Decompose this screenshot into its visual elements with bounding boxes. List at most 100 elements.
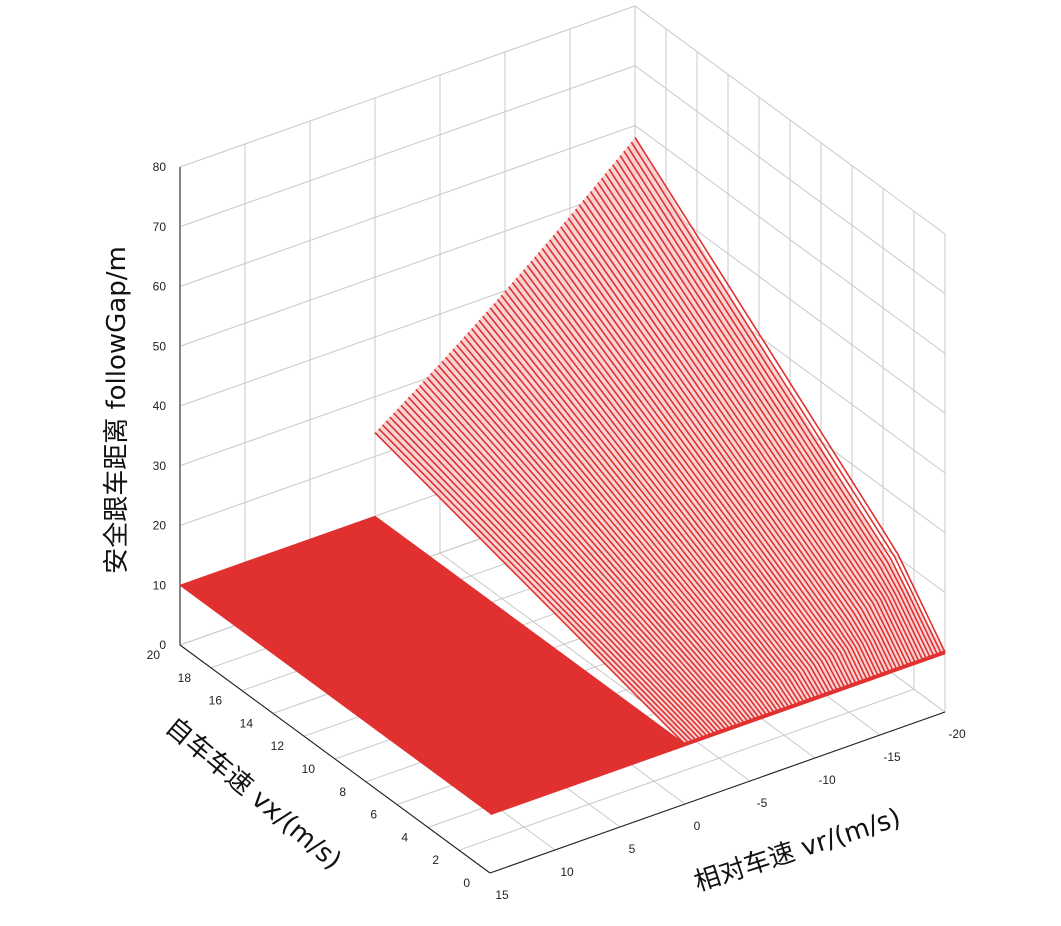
surface-mesh-line bbox=[407, 396, 720, 733]
y-tick-label: 15 bbox=[495, 888, 509, 902]
surface-mesh-line bbox=[482, 315, 794, 707]
surface-mesh-line bbox=[496, 298, 809, 702]
surface-mesh-line bbox=[378, 428, 690, 744]
wall-grid-line bbox=[634, 125, 946, 354]
surface-mesh-line bbox=[478, 319, 790, 708]
surface-mesh-line bbox=[452, 348, 764, 718]
surface-mesh-line bbox=[411, 392, 723, 732]
surface-mesh-line bbox=[519, 273, 831, 694]
surface-mesh-line bbox=[400, 404, 712, 736]
surface-mesh-line bbox=[545, 243, 857, 685]
surface-mesh-line bbox=[615, 159, 928, 660]
x-tick-label: 8 bbox=[339, 785, 346, 799]
surface-mesh-line bbox=[385, 420, 697, 741]
axes-frame bbox=[179, 167, 946, 874]
surface-mesh-line bbox=[444, 356, 757, 720]
wall-grid-line bbox=[179, 125, 636, 287]
surface-mesh-line bbox=[474, 323, 786, 710]
surface-mesh-line bbox=[522, 269, 835, 693]
surface-mesh-line bbox=[526, 265, 838, 691]
wall-grid-line bbox=[179, 184, 636, 347]
y-tick-label: 5 bbox=[629, 842, 636, 856]
surface-mesh-line bbox=[381, 424, 694, 743]
surface-mesh-line bbox=[415, 388, 727, 731]
x-tick-label: 12 bbox=[271, 739, 285, 753]
y-axis-line bbox=[489, 711, 946, 874]
surface-mesh-line bbox=[515, 277, 827, 695]
surface-mesh-line bbox=[511, 282, 824, 697]
surface-mesh-line bbox=[426, 376, 738, 727]
surface-mesh-line bbox=[593, 186, 905, 668]
surface-mesh-line bbox=[489, 307, 801, 704]
surface-mesh-line bbox=[548, 239, 861, 683]
surface-mesh-line bbox=[392, 412, 705, 739]
surface-mesh-line bbox=[552, 234, 865, 682]
surface-mesh-line bbox=[574, 208, 887, 674]
x-tick-label: 6 bbox=[370, 808, 377, 822]
y-tick-label: 10 bbox=[560, 865, 574, 879]
x-tick-label: 16 bbox=[209, 694, 223, 708]
z-tick-label: 40 bbox=[153, 399, 167, 413]
y-tick-label: -15 bbox=[883, 750, 901, 764]
surface-edge bbox=[489, 650, 946, 816]
surface-mesh-line bbox=[530, 260, 842, 690]
surface-mesh-line bbox=[433, 368, 746, 724]
surface-mesh-line bbox=[374, 432, 686, 745]
surface-mesh-line bbox=[619, 155, 931, 658]
wall-grid-line bbox=[634, 184, 946, 414]
surface-mesh-line bbox=[500, 294, 812, 700]
surface-mesh-line bbox=[508, 286, 820, 698]
y-tick-label: -10 bbox=[818, 773, 836, 787]
surface-mesh-line bbox=[586, 195, 898, 670]
wall-grid-line bbox=[634, 5, 946, 235]
z-tick-label: 10 bbox=[153, 578, 167, 592]
surface-mesh-line bbox=[626, 146, 939, 656]
surface-mesh-line bbox=[623, 150, 935, 657]
floor-grid-line bbox=[439, 552, 751, 782]
tick-labels: 0102030405060708002468101214161820151050… bbox=[147, 160, 966, 902]
surface-mesh-line bbox=[556, 230, 868, 681]
floor-grid-line bbox=[458, 688, 915, 851]
surface-mesh-line bbox=[600, 177, 913, 665]
wall-grid-line bbox=[179, 65, 636, 228]
surface-mesh-line bbox=[418, 384, 731, 730]
x-tick-label: 4 bbox=[401, 830, 408, 844]
surface-mesh-line bbox=[634, 137, 946, 653]
surface-mesh-line bbox=[608, 168, 920, 662]
surface-mesh-line bbox=[541, 247, 853, 686]
surface-mesh-line bbox=[597, 182, 909, 666]
surface-mesh-line bbox=[567, 217, 879, 677]
z-tick-label: 20 bbox=[153, 519, 167, 533]
surface-mesh-line bbox=[582, 199, 894, 671]
x-axis-label: 自车车速 vx/(m/s) bbox=[159, 712, 347, 876]
surface-mesh-line bbox=[463, 336, 775, 714]
surface-mesh-line bbox=[396, 408, 708, 737]
surface-mesh-line bbox=[560, 226, 872, 679]
surface-mesh bbox=[178, 137, 946, 816]
x-tick-label: 14 bbox=[240, 716, 254, 730]
z-tick-label: 70 bbox=[153, 220, 167, 234]
wall-grid-line bbox=[179, 5, 636, 168]
surface-mesh-line bbox=[630, 141, 943, 654]
surface-mesh-line bbox=[485, 311, 798, 706]
surface-mesh-line bbox=[422, 380, 734, 728]
z-tick-label: 60 bbox=[153, 280, 167, 294]
y-tick-label: -5 bbox=[757, 796, 768, 810]
y-tick-label: -20 bbox=[948, 727, 966, 741]
surface-mesh-line bbox=[534, 256, 846, 689]
surface-mesh-line bbox=[604, 173, 917, 664]
surface-mesh-line bbox=[612, 164, 924, 661]
z-tick-label: 80 bbox=[153, 160, 167, 174]
x-tick-label: 20 bbox=[147, 648, 161, 662]
surface-mesh-line bbox=[459, 340, 772, 715]
surface-mesh-line bbox=[437, 364, 749, 723]
x-tick-label: 2 bbox=[432, 853, 439, 867]
surface-mesh-line bbox=[493, 303, 805, 703]
x-tick-label: 10 bbox=[302, 762, 316, 776]
x-tick-label: 18 bbox=[178, 671, 192, 685]
surface-mesh-line bbox=[448, 352, 760, 719]
surface-mesh-line bbox=[470, 328, 783, 711]
surface-mesh-line bbox=[504, 290, 816, 699]
